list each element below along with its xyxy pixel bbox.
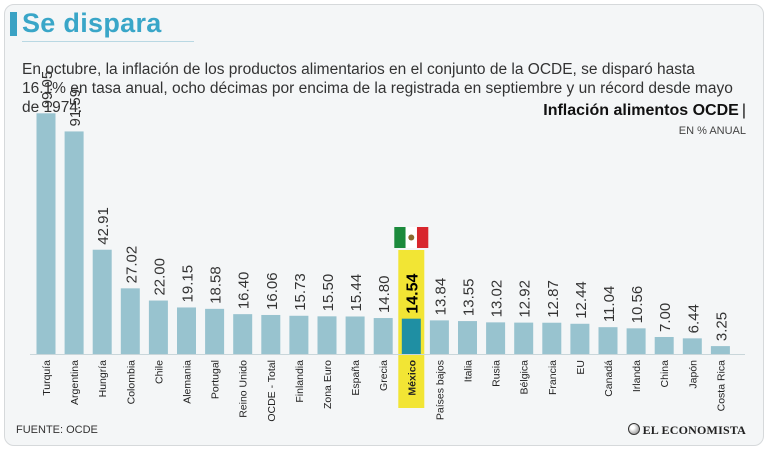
category-label: Rusia (491, 360, 503, 387)
bar-portugal (205, 308, 225, 354)
category-label: España (350, 360, 362, 396)
value-label: 13.55 (461, 279, 478, 317)
bar-alemania (177, 307, 196, 354)
brand-name: EL ECONOMISTA (642, 423, 746, 437)
bar-hungría (92, 249, 112, 354)
source-note: FUENTE: OCDE (16, 424, 98, 436)
bar-países-bajos (429, 320, 449, 354)
bar-españa (345, 316, 365, 354)
value-label: 18.58 (208, 266, 225, 304)
value-label: 15.44 (348, 274, 365, 312)
chart-title-pipe: | (741, 102, 746, 119)
category-label: OCDE - Total (266, 360, 278, 422)
bar-grecia (373, 318, 393, 354)
value-label: 14.80 (376, 275, 393, 313)
value-label: 99.05 (39, 71, 56, 109)
card-frame (4, 4, 764, 446)
bar-zona-euro (317, 316, 337, 354)
value-label: 16.40 (236, 272, 253, 310)
bar-canadá (598, 327, 618, 354)
flag-emblem (408, 234, 415, 241)
category-label: Chile (153, 360, 165, 384)
bar-reino-unido (233, 314, 253, 354)
category-label: Zona Euro (322, 360, 334, 409)
value-label: 6.44 (685, 304, 702, 333)
value-label: 19.15 (180, 265, 197, 303)
category-label: Reino Unido (238, 360, 250, 418)
bar-méxico (401, 318, 421, 354)
value-label: 16.06 (264, 272, 281, 310)
category-label: Grecia (378, 360, 390, 391)
category-label: Colombia (125, 360, 137, 405)
bar-eu (570, 323, 590, 354)
category-label: Bélgica (519, 360, 531, 395)
category-label: Finlandia (294, 360, 306, 403)
page-title: Se dispara (22, 8, 162, 38)
category-label: Costa Rica (715, 360, 727, 412)
category-label: Italia (463, 360, 475, 382)
category-label: Países bajos (434, 360, 446, 420)
bar-chile (148, 300, 168, 354)
category-label: Canadá (603, 360, 615, 397)
category-label: Portugal (210, 360, 222, 399)
bar-japón (682, 338, 702, 354)
value-label: 7.00 (657, 303, 674, 332)
bar-china (654, 336, 674, 354)
category-label: China (659, 360, 671, 388)
value-label: 3.25 (713, 312, 730, 341)
flag-green-stripe (394, 227, 406, 248)
bar-turquía (36, 113, 56, 354)
bar-irlanda (626, 328, 646, 354)
value-label: 91.59 (67, 89, 84, 127)
value-label: 11.04 (601, 286, 618, 322)
value-label: 13.84 (432, 278, 449, 316)
category-label: Hungría (97, 360, 109, 398)
chart-title: Inflación alimentos OCDE | (543, 102, 746, 120)
title-accent-bar (10, 12, 17, 36)
category-label: México (406, 360, 418, 396)
value-label: 14.54 (404, 274, 421, 314)
value-label: 12.92 (517, 280, 534, 318)
flag-red-stripe (416, 227, 429, 248)
value-label: 10.56 (629, 286, 646, 324)
value-label: 15.73 (292, 273, 309, 311)
brand-logo: EL ECONOMISTA (627, 423, 746, 438)
value-label: 12.87 (545, 280, 562, 318)
bar-colombia (120, 288, 140, 354)
value-label: 42.91 (95, 207, 112, 245)
bar-finlandia (289, 315, 309, 354)
subtitle-text: En octubre, la inflación de los producto… (22, 61, 733, 116)
bar-rusia (486, 322, 506, 354)
value-label: 12.44 (573, 281, 590, 319)
bar-ocde-total (261, 314, 281, 354)
value-label: 22.00 (151, 258, 168, 296)
value-label: 27.02 (123, 246, 140, 284)
title-underline (22, 41, 194, 42)
category-label: Francia (547, 360, 559, 395)
category-label: Turquía (41, 360, 53, 396)
globe-icon (627, 423, 640, 435)
bar-francia (542, 322, 562, 354)
category-label: Alemania (182, 360, 194, 404)
category-label: Japón (687, 360, 699, 389)
chart-title-text: Inflación alimentos OCDE (543, 102, 739, 119)
bar-argentina (64, 131, 84, 354)
bar-costa-rica (710, 346, 730, 354)
category-label: Irlanda (631, 360, 643, 392)
value-label: 15.50 (320, 274, 337, 312)
category-label: Argentina (69, 360, 81, 405)
bar-bélgica (514, 322, 534, 354)
value-label: 13.02 (489, 280, 506, 318)
bar-italia (458, 321, 477, 354)
chart-unit: EN % ANUAL (678, 125, 746, 137)
category-label: EU (575, 360, 587, 375)
